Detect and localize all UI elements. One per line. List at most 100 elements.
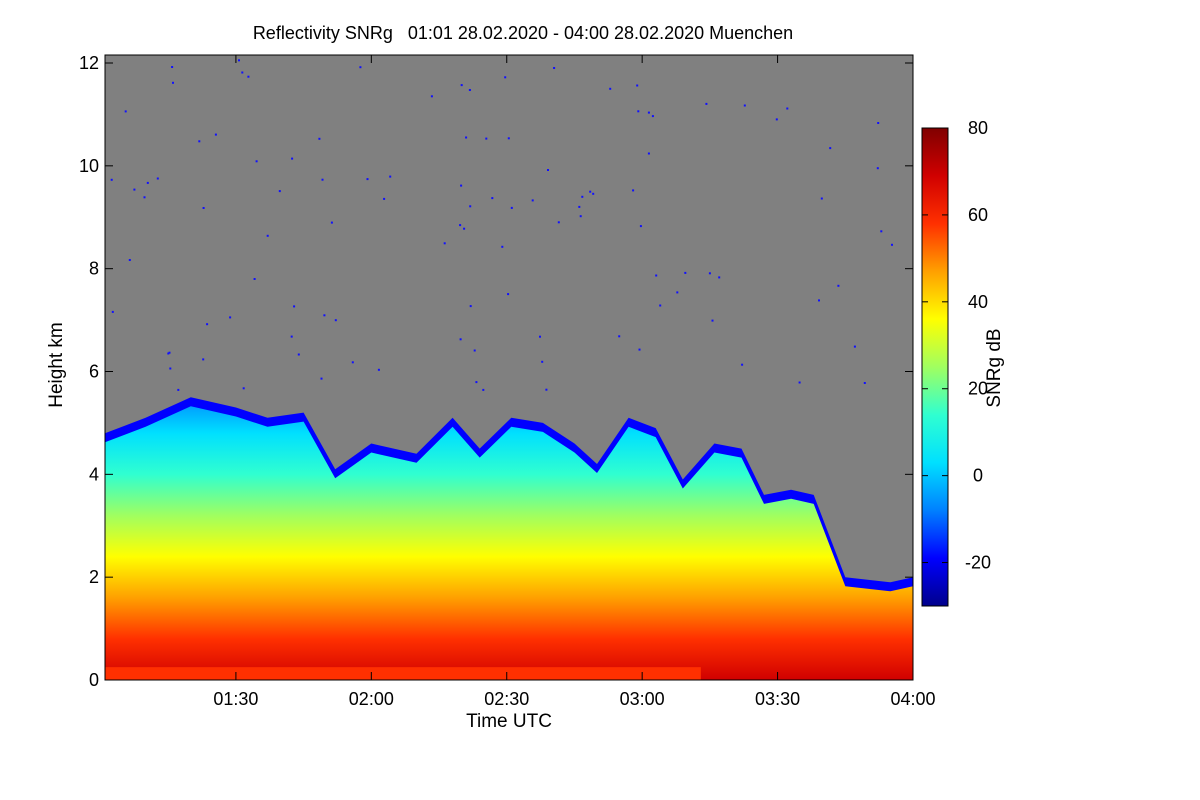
noise-speckle bbox=[609, 87, 612, 90]
noise-speckle bbox=[837, 284, 840, 287]
colorbar-tick-label: 60 bbox=[968, 205, 988, 225]
noise-speckle bbox=[110, 178, 113, 181]
surface-echo bbox=[105, 667, 701, 680]
x-axis-label: Time UTC bbox=[466, 711, 552, 732]
noise-speckle bbox=[321, 178, 324, 181]
noise-speckle bbox=[475, 381, 478, 384]
noise-speckle bbox=[718, 276, 721, 279]
noise-speckle bbox=[168, 351, 171, 354]
plot-frame bbox=[104, 54, 914, 681]
noise-speckle bbox=[278, 190, 281, 193]
noise-speckle bbox=[820, 197, 823, 200]
colorbar-tick-label: 80 bbox=[968, 118, 988, 138]
colorbar-label: SNRg dB bbox=[984, 328, 1005, 407]
noise-speckle bbox=[206, 323, 209, 326]
noise-speckle bbox=[124, 110, 127, 113]
x-tick-label: 03:00 bbox=[620, 689, 665, 709]
noise-speckle bbox=[293, 305, 296, 308]
noise-speckle bbox=[320, 377, 323, 380]
noise-speckle bbox=[545, 388, 548, 391]
colorbar: -20 0 20 40 60 80 bbox=[921, 118, 991, 607]
noise-speckle bbox=[655, 274, 658, 277]
noise-speckle bbox=[266, 234, 269, 237]
noise-speckle bbox=[705, 102, 708, 105]
noise-speckle bbox=[547, 169, 549, 171]
x-tick-label: 03:30 bbox=[755, 689, 800, 709]
noise-speckle bbox=[460, 84, 463, 87]
noise-speckle bbox=[553, 67, 556, 69]
noise-speckle bbox=[430, 95, 433, 98]
noise-speckle bbox=[578, 205, 581, 208]
noise-speckle bbox=[659, 304, 662, 307]
noise-speckle bbox=[891, 243, 893, 246]
noise-speckle bbox=[743, 104, 746, 107]
noise-speckle bbox=[708, 272, 711, 275]
noise-speckle bbox=[366, 178, 369, 181]
chart-title: Reflectivity SNRg 01:01 28.02.2020 - 04:… bbox=[253, 23, 793, 43]
noise-speckle bbox=[330, 221, 333, 224]
noise-speckle bbox=[146, 181, 149, 184]
noise-speckle bbox=[202, 207, 205, 209]
noise-speckle bbox=[632, 189, 635, 192]
noise-speckles bbox=[110, 59, 893, 391]
noise-speckle bbox=[638, 348, 641, 351]
y-axis: 0 2 4 6 8 10 12 bbox=[79, 53, 913, 690]
noise-speckle bbox=[459, 224, 462, 227]
noise-speckle bbox=[876, 167, 879, 170]
noise-speckle bbox=[377, 368, 380, 371]
echo-body bbox=[105, 406, 913, 680]
noise-speckle bbox=[507, 293, 510, 296]
y-tick-label: 6 bbox=[89, 362, 99, 382]
noise-speckle bbox=[202, 358, 205, 361]
noise-speckle bbox=[177, 388, 180, 391]
noise-speckle bbox=[579, 215, 582, 218]
noise-speckle bbox=[242, 387, 245, 390]
y-tick-label: 10 bbox=[79, 156, 99, 176]
noise-speckle bbox=[877, 122, 880, 124]
noise-speckle bbox=[290, 335, 293, 338]
reflectivity-field bbox=[105, 397, 913, 680]
noise-speckle bbox=[581, 195, 584, 198]
y-tick-label: 8 bbox=[89, 259, 99, 279]
colorbar-tick-label: 40 bbox=[968, 292, 988, 312]
y-tick-label: 4 bbox=[89, 464, 99, 484]
noise-speckle bbox=[297, 353, 300, 356]
noise-speckle bbox=[198, 140, 201, 143]
noise-speckle bbox=[167, 352, 170, 355]
noise-speckle bbox=[501, 245, 504, 248]
noise-speckle bbox=[741, 363, 744, 366]
x-tick-label: 02:00 bbox=[349, 689, 394, 709]
noise-speckle bbox=[468, 89, 471, 91]
noise-speckle bbox=[359, 66, 362, 69]
noise-speckle bbox=[637, 110, 640, 113]
noise-speckle bbox=[128, 259, 131, 261]
noise-speckle bbox=[463, 227, 466, 230]
noise-speckle bbox=[798, 381, 801, 384]
noise-speckle bbox=[229, 316, 232, 319]
noise-speckle bbox=[383, 197, 386, 200]
noise-speckle bbox=[510, 206, 513, 209]
noise-speckle bbox=[557, 221, 560, 224]
noise-speckle bbox=[443, 242, 446, 245]
noise-speckle bbox=[818, 299, 820, 302]
noise-speckle bbox=[323, 314, 326, 317]
noise-speckle bbox=[143, 196, 146, 199]
noise-speckle bbox=[618, 335, 621, 338]
noise-speckle bbox=[647, 152, 650, 155]
noise-speckle bbox=[636, 84, 639, 87]
noise-speckle bbox=[255, 160, 258, 163]
noise-speckle bbox=[459, 338, 462, 341]
noise-speckle bbox=[473, 349, 476, 352]
noise-speckle bbox=[111, 310, 114, 313]
plot-area bbox=[104, 54, 914, 681]
noise-speckle bbox=[253, 278, 256, 280]
noise-speckle bbox=[247, 75, 250, 78]
y-axis-label: Height km bbox=[46, 322, 67, 408]
noise-speckle bbox=[684, 271, 687, 274]
noise-speckle bbox=[647, 111, 650, 114]
noise-speckle bbox=[829, 147, 832, 150]
noise-speckle bbox=[711, 319, 714, 322]
noise-speckle bbox=[241, 71, 244, 74]
y-tick-label: 0 bbox=[89, 670, 99, 690]
